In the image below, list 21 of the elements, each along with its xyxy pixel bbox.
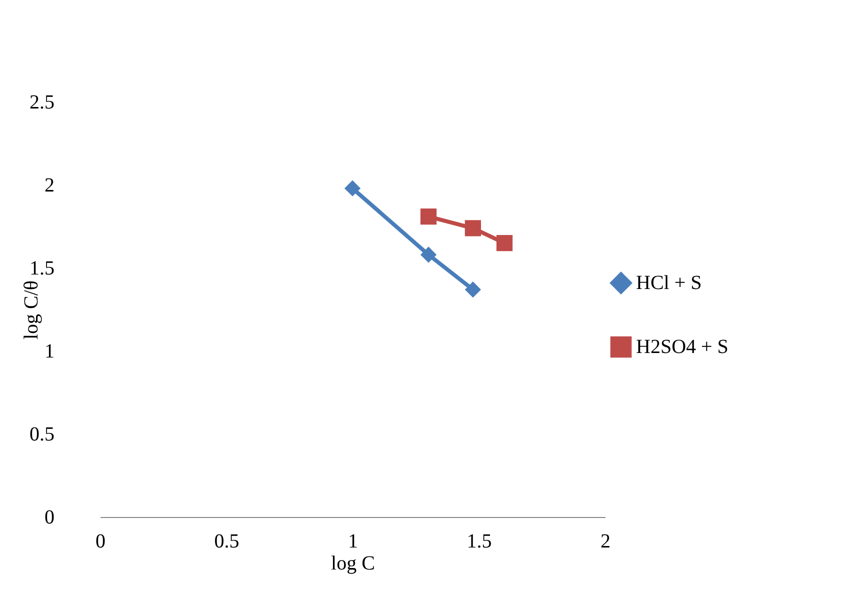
x-tick-label: 0 <box>96 530 106 552</box>
legend-label: H2SO4 + S <box>636 336 728 358</box>
x-tick-label: 1.5 <box>466 530 492 552</box>
y-tick-label: 2 <box>44 174 54 196</box>
y-tick-label: 0.5 <box>30 424 54 446</box>
point <box>420 208 437 225</box>
y-tick-label: 1.5 <box>30 258 54 280</box>
legend-label: HCl + S <box>636 272 702 294</box>
y-tick-label: 1 <box>44 340 54 362</box>
y-axis-title: log C/θ <box>20 280 42 340</box>
point <box>464 220 482 236</box>
x-tick-label: 1 <box>348 530 358 552</box>
point <box>496 235 513 252</box>
point <box>464 282 482 298</box>
point <box>344 180 361 196</box>
y-tick-label: 0 <box>44 506 54 528</box>
point <box>420 246 437 263</box>
y-tick-label: 2.5 <box>30 92 54 114</box>
x-tick-label: 2 <box>600 530 610 552</box>
x-axis-title: log C <box>331 552 375 574</box>
x-tick-label: 0.5 <box>214 530 240 552</box>
